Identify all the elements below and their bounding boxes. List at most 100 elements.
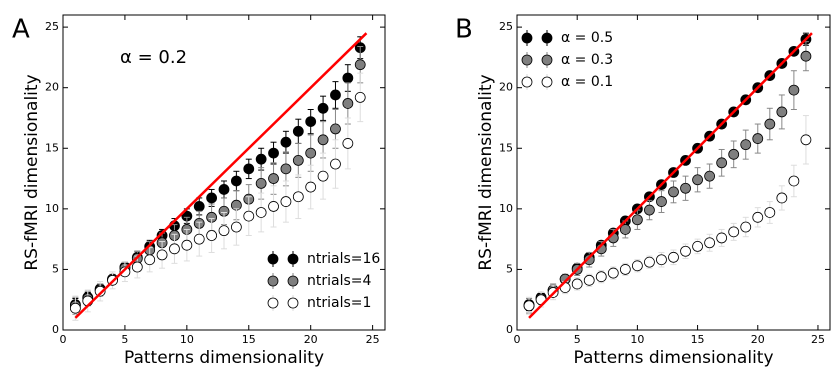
marker	[305, 116, 317, 128]
y-tick-label: 0	[52, 323, 59, 336]
legend-marker	[521, 32, 533, 44]
marker	[631, 214, 643, 226]
legend-label: α = 0.3	[561, 52, 613, 68]
marker	[317, 134, 329, 146]
identity-line	[74, 32, 368, 319]
point	[330, 81, 341, 109]
marker	[764, 207, 776, 218]
point	[342, 82, 354, 125]
point	[668, 180, 679, 204]
marker	[764, 118, 776, 130]
point	[243, 196, 255, 236]
marker	[595, 271, 607, 283]
point	[740, 129, 752, 160]
legend-marker	[267, 275, 279, 287]
point	[317, 152, 329, 200]
point	[255, 192, 267, 233]
y-tick-label: 15	[45, 141, 59, 154]
point	[631, 209, 643, 230]
legend-marker	[287, 253, 299, 265]
point	[776, 185, 788, 211]
marker	[354, 59, 366, 71]
point	[523, 296, 535, 315]
marker	[740, 221, 752, 233]
marker	[218, 225, 230, 237]
marker	[656, 196, 667, 207]
point	[255, 147, 267, 171]
point	[728, 222, 740, 241]
marker	[255, 207, 267, 218]
y-tick-label: 10	[45, 202, 59, 215]
marker	[330, 89, 341, 101]
marker	[292, 154, 304, 166]
point	[752, 123, 764, 154]
point	[292, 118, 304, 144]
point	[619, 220, 631, 239]
x-tick-label: 20	[751, 333, 765, 346]
point	[704, 233, 716, 252]
point	[280, 151, 292, 187]
marker	[704, 170, 716, 182]
panel-label: B	[455, 15, 473, 45]
point	[156, 241, 168, 269]
marker	[583, 254, 595, 266]
marker	[342, 98, 354, 109]
y-tick-label: 20	[499, 81, 513, 94]
point	[305, 164, 317, 210]
point	[595, 270, 607, 284]
marker	[354, 91, 366, 103]
point	[692, 238, 703, 255]
marker	[280, 136, 292, 148]
marker	[131, 261, 143, 273]
marker	[268, 147, 279, 159]
marker	[728, 148, 740, 160]
marker	[206, 230, 218, 241]
point	[354, 72, 366, 123]
legend-label: α = 0.5	[561, 30, 613, 46]
marker	[255, 178, 267, 189]
point	[728, 140, 740, 169]
marker	[631, 260, 643, 272]
axes-frame	[516, 14, 831, 331]
point	[680, 243, 691, 260]
marker	[619, 264, 631, 275]
y-tick-label: 0	[506, 323, 513, 336]
point	[94, 281, 106, 302]
marker	[716, 232, 728, 244]
point	[206, 218, 218, 253]
point	[571, 277, 583, 291]
panel-label: A	[12, 15, 30, 45]
legend-marker	[267, 253, 279, 265]
x-tick-label: 0	[60, 333, 67, 346]
legend-marker	[541, 32, 553, 44]
annotation: α = 0.2	[120, 47, 187, 68]
point	[243, 158, 255, 180]
point	[169, 233, 180, 264]
point	[776, 94, 788, 130]
legend-marker	[541, 76, 553, 88]
point	[583, 251, 595, 268]
marker	[342, 138, 354, 149]
marker	[169, 243, 180, 255]
marker	[571, 278, 583, 290]
marker	[740, 139, 752, 151]
marker	[800, 134, 812, 146]
legend-label: ntrials=1	[307, 295, 371, 311]
point	[740, 216, 752, 238]
marker	[243, 210, 255, 222]
x-tick-label: 0	[514, 333, 521, 346]
y-tick-label: 25	[499, 20, 513, 33]
point	[268, 141, 279, 165]
x-tick-label: 5	[121, 333, 128, 346]
identity-line	[528, 32, 813, 319]
marker	[680, 245, 691, 257]
marker	[704, 237, 716, 249]
legend-label: α = 0.1	[561, 74, 613, 90]
point	[644, 255, 655, 269]
point	[644, 199, 655, 221]
point	[181, 228, 193, 262]
legend-marker	[287, 275, 299, 287]
x-tick-label: 10	[630, 333, 644, 346]
point	[218, 211, 230, 250]
